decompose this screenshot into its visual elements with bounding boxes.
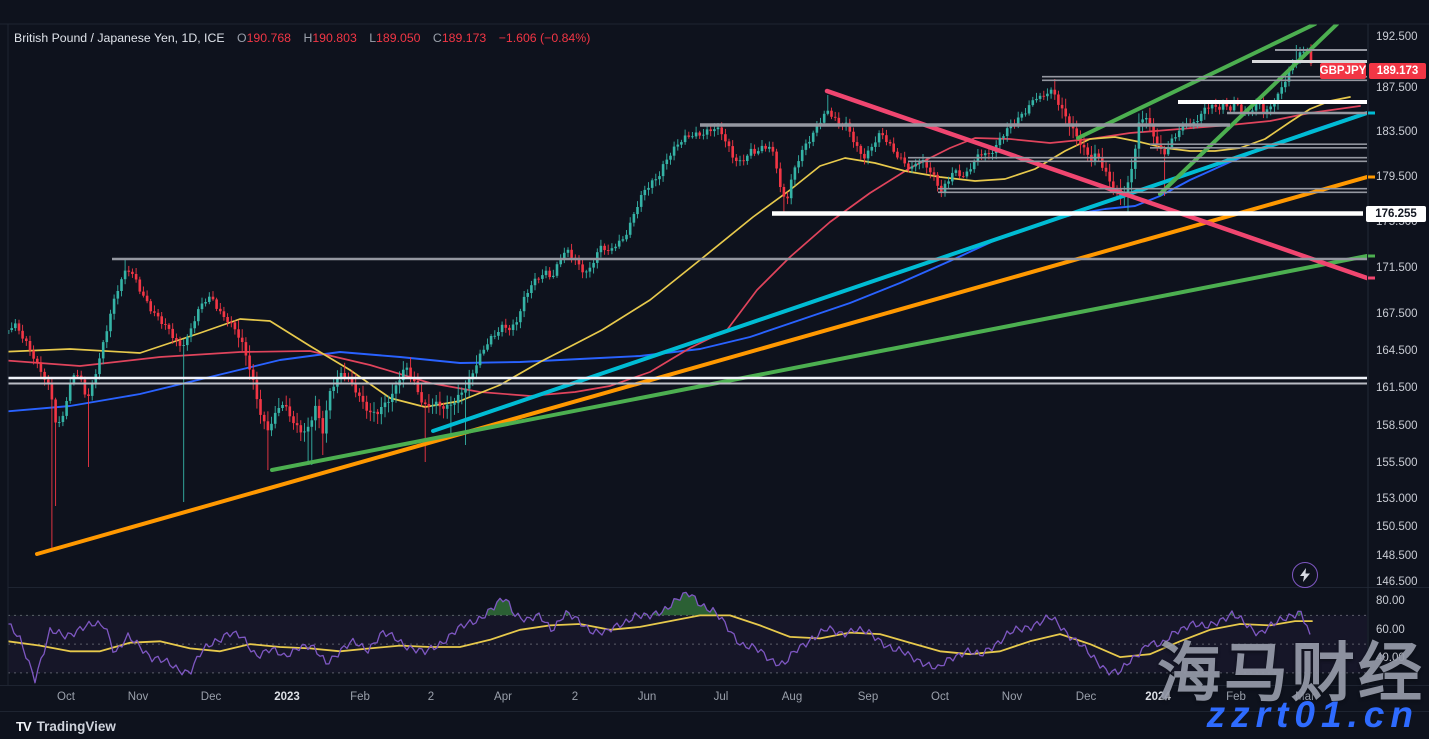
symbol-title: British Pound / Japanese Yen, 1D, ICE [14,31,225,45]
price-axis-label: 183.500 [1376,126,1418,138]
change-value: −1.606 (−0.84%) [498,31,591,45]
watermark-url: zzrt01.cn [1206,694,1419,735]
time-axis-label: Dec [200,691,222,703]
price-axis-label: 40.00 [1376,652,1405,664]
trendline-pink-downtrend [824,88,1367,281]
trendline-green-uptrend-long [270,254,1367,472]
time-axis-label: Oct [57,691,75,703]
price-axis-label: 161.500 [1376,382,1418,394]
tradingview-logo[interactable]: TV TradingView [16,719,116,734]
time-axis-label: Nov [1001,691,1023,703]
trendline-orange-uptrend [35,175,1367,556]
price-axis-label: 179.500 [1376,171,1418,183]
time-axis-label: 2023 [274,691,300,703]
high-value: 190.803 [312,31,357,45]
price-axis-label: 167.500 [1376,308,1418,320]
low-label: L [369,31,377,45]
price-axis-label: 153.000 [1376,493,1418,505]
time-axis[interactable]: Oct Nov Dec 2023 Feb 2 Apr 2 Jun Jul Aug Sep Oct Nov D… [0,685,1429,712]
marked-level-badge: 176.255 [1366,206,1426,222]
tradingview-logo-text: TradingView [36,718,116,734]
price-axis-label: 146.500 [1376,576,1418,588]
price-axis-label: 155.500 [1376,457,1418,469]
open-label: O [236,31,247,45]
open-value: 190.768 [246,31,292,45]
low-value: 189.050 [376,31,421,45]
time-axis-label: Feb [1226,691,1246,703]
time-axis-label: Oct [931,691,949,703]
main-pane [8,24,1367,556]
price-axis[interactable]: 192.500 187.500 183.500 179.500 175.500 171.5… [1368,0,1429,739]
price-axis-label: 187.500 [1376,82,1418,94]
price-axis-label: 164.500 [1376,345,1418,357]
time-axis-label: Dec [1075,691,1097,703]
close-value: 189.173 [441,31,487,45]
price-axis-label: 150.500 [1376,521,1418,533]
lightning-icon [1300,568,1310,582]
tradingview-logo-icon: TV [16,718,32,734]
price-axis-label: 171.500 [1376,262,1418,274]
last-price-badge: 189.173 [1369,63,1426,79]
bottom-toolbar: TV TradingView [0,711,1429,739]
watermark-cjk: 海马财经 [1157,637,1425,709]
price-axis-label: 148.500 [1376,550,1418,562]
lightning-button[interactable] [1292,562,1318,588]
price-axis-label: 192.500 [1376,31,1418,43]
time-axis-label: Aug [781,691,803,703]
time-axis-label: Apr [494,691,512,703]
rsi-pane [8,591,1367,684]
time-axis-label: Sep [857,691,879,703]
symbol-info[interactable]: British Pound / Japanese Yen, 1D, ICE O1… [14,31,590,45]
time-axis-label: 2 [427,691,435,703]
time-axis-label: Nov [127,691,149,703]
price-axis-label: 158.500 [1376,420,1418,432]
close-label: C [432,31,442,45]
time-axis-label: 2024 [1145,691,1171,703]
price-axis-label: 60.00 [1376,624,1405,636]
price-axis-label: 80.00 [1376,595,1405,607]
time-axis-label: Feb [350,691,370,703]
time-axis-label: Mar [1295,691,1315,703]
time-axis-label: Jul [713,691,729,703]
trendline-green-steep-2 [1158,24,1339,196]
time-axis-label: Jun [637,691,657,703]
time-axis-label: 2 [571,691,579,703]
high-label: H [303,31,313,45]
last-price-symbol-badge: GBPJPY [1319,63,1367,79]
